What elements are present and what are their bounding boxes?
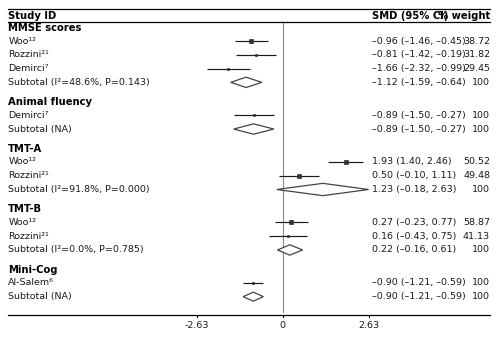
Text: 100: 100	[472, 185, 490, 194]
Text: 100: 100	[472, 78, 490, 87]
Text: 0.22 (–0.16, 0.61): 0.22 (–0.16, 0.61)	[372, 245, 456, 254]
Text: Woo¹²: Woo¹²	[8, 158, 36, 166]
Text: TMT-B: TMT-B	[8, 205, 42, 214]
Text: 31.82: 31.82	[463, 50, 490, 59]
Text: Subtotal (NA): Subtotal (NA)	[8, 292, 72, 301]
Text: 0.27 (–0.23, 0.77): 0.27 (–0.23, 0.77)	[372, 218, 456, 227]
Text: 50.52: 50.52	[463, 158, 490, 166]
Text: Woo¹²: Woo¹²	[8, 218, 36, 227]
Text: Al-Salem⁶: Al-Salem⁶	[8, 278, 54, 287]
Text: 2.63: 2.63	[358, 321, 379, 330]
Text: 0: 0	[280, 321, 285, 330]
Text: –1.66 (–2.32, –0.99): –1.66 (–2.32, –0.99)	[372, 64, 466, 73]
Text: 58.87: 58.87	[463, 218, 490, 227]
Text: 1.93 (1.40, 2.46): 1.93 (1.40, 2.46)	[372, 158, 451, 166]
Text: –0.89 (–1.50, –0.27): –0.89 (–1.50, –0.27)	[372, 125, 466, 133]
Text: Rozzini²¹: Rozzini²¹	[8, 171, 49, 180]
Text: MMSE scores: MMSE scores	[8, 23, 82, 33]
Text: % weight: % weight	[438, 11, 490, 21]
Text: Mini-Cog: Mini-Cog	[8, 265, 58, 275]
Text: –0.96 (–1.46, –0.45): –0.96 (–1.46, –0.45)	[372, 37, 466, 46]
Text: Demirci⁷: Demirci⁷	[8, 64, 48, 73]
Text: Study ID: Study ID	[8, 11, 56, 21]
Polygon shape	[277, 183, 368, 196]
Text: 100: 100	[472, 278, 490, 287]
Text: 0.16 (–0.43, 0.75): 0.16 (–0.43, 0.75)	[372, 232, 456, 241]
Text: 0.50 (–0.10, 1.11): 0.50 (–0.10, 1.11)	[372, 171, 456, 180]
Text: –0.90 (–1.21, –0.59): –0.90 (–1.21, –0.59)	[372, 292, 466, 301]
Text: Rozzini²¹: Rozzini²¹	[8, 232, 49, 241]
Text: Subtotal (I²=91.8%, P=0.000): Subtotal (I²=91.8%, P=0.000)	[8, 185, 150, 194]
Text: 100: 100	[472, 111, 490, 120]
Text: Rozzini²¹: Rozzini²¹	[8, 50, 49, 59]
Text: Demirci⁷: Demirci⁷	[8, 111, 48, 120]
Text: 38.72: 38.72	[463, 37, 490, 46]
Polygon shape	[230, 77, 262, 87]
Text: 100: 100	[472, 125, 490, 133]
Text: –0.89 (–1.50, –0.27): –0.89 (–1.50, –0.27)	[372, 111, 466, 120]
Text: SMD (95% CI): SMD (95% CI)	[372, 11, 448, 21]
Text: 100: 100	[472, 245, 490, 254]
Text: Subtotal (I²=48.6%, P=0.143): Subtotal (I²=48.6%, P=0.143)	[8, 78, 150, 87]
Text: –0.81 (–1.42, –0.19): –0.81 (–1.42, –0.19)	[372, 50, 466, 59]
Text: 49.48: 49.48	[463, 171, 490, 180]
Text: Subtotal (I²=0.0%, P=0.785): Subtotal (I²=0.0%, P=0.785)	[8, 245, 144, 254]
Polygon shape	[243, 292, 264, 301]
Text: Subtotal (NA): Subtotal (NA)	[8, 125, 72, 133]
Text: -2.63: -2.63	[184, 321, 209, 330]
Text: –0.90 (–1.21, –0.59): –0.90 (–1.21, –0.59)	[372, 278, 466, 287]
Text: TMT-A: TMT-A	[8, 144, 42, 154]
Text: Woo¹²: Woo¹²	[8, 37, 36, 46]
Polygon shape	[234, 124, 274, 134]
Text: 29.45: 29.45	[463, 64, 490, 73]
Text: –1.12 (–1.59, –0.64): –1.12 (–1.59, –0.64)	[372, 78, 466, 87]
Text: 1.23 (–0.18, 2.63): 1.23 (–0.18, 2.63)	[372, 185, 456, 194]
Polygon shape	[278, 245, 302, 255]
Text: 100: 100	[472, 292, 490, 301]
Text: 41.13: 41.13	[463, 232, 490, 241]
Text: Animal fluency: Animal fluency	[8, 97, 92, 107]
